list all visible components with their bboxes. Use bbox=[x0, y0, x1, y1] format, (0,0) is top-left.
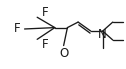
Text: F: F bbox=[42, 38, 49, 51]
Text: N: N bbox=[98, 28, 107, 41]
Text: F: F bbox=[42, 6, 49, 19]
Text: O: O bbox=[59, 47, 68, 60]
Text: F: F bbox=[14, 22, 21, 35]
